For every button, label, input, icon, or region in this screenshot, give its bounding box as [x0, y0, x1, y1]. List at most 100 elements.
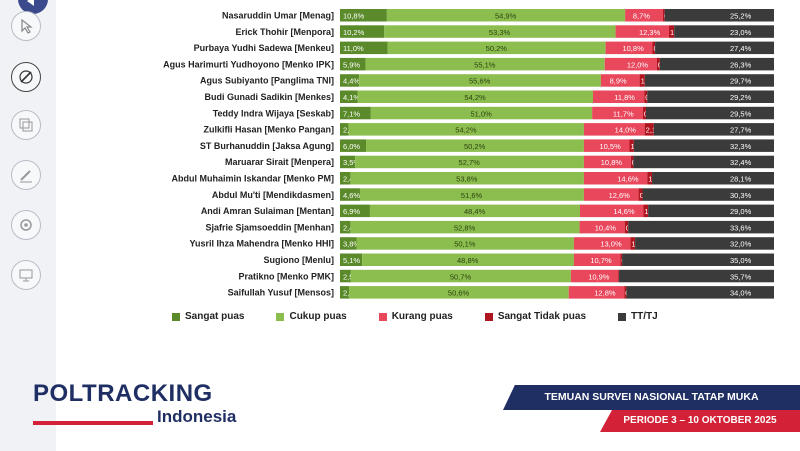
category-label: Agus Subiyanto [Panglima TNI] [200, 76, 334, 86]
data-label: 5,9% [343, 60, 360, 69]
data-label: 50,1% [454, 240, 476, 249]
category-label: Pratikno [Menko PMK] [238, 271, 334, 281]
category-label: Abdul Muhaimin Iskandar [Menko PM] [171, 174, 334, 184]
legend-item: Sangat puas [172, 311, 244, 322]
data-label: 28,1% [730, 175, 752, 184]
bar-segment [359, 188, 584, 201]
bar-segment [647, 172, 653, 185]
data-label: 54,2% [455, 126, 477, 135]
bar-segment [340, 220, 351, 234]
data-label: 6,0% [343, 142, 360, 151]
bar-segment [583, 188, 639, 201]
data-label: 14,6% [613, 207, 635, 216]
bar-segment [350, 220, 580, 234]
bar-segment [674, 25, 774, 38]
category-label: Erick Thohir [Menpora] [235, 27, 334, 37]
bar-segment [340, 90, 358, 103]
back-arrow-icon [27, 0, 34, 6]
bar-segment [348, 123, 584, 136]
bar-segment [340, 188, 360, 201]
category-label: Nasaruddin Umar [Menag] [222, 11, 334, 21]
monitor-icon[interactable] [11, 260, 41, 290]
bar-segment [605, 41, 653, 55]
data-label: 10,8% [601, 158, 623, 167]
data-label: 48,4% [464, 207, 486, 216]
data-label: 26,3% [730, 60, 752, 69]
data-label: 12,6% [609, 191, 631, 200]
survey-title-banner: TEMUAN SURVEI NASIONAL TATAP MUKA [503, 385, 800, 410]
legend-swatch [172, 312, 180, 321]
legend-label: Sangat puas [185, 311, 245, 322]
data-label: 10,7% [590, 256, 612, 265]
category-label: Purbaya Yudhi Sadewa [Menkeu] [194, 43, 334, 53]
bar-segment [639, 74, 645, 87]
data-label: 54,9% [495, 12, 517, 21]
bar-segment [356, 237, 574, 250]
data-label: 50,6% [448, 289, 470, 298]
data-label: 12,0% [627, 60, 649, 69]
data-label: 8,9% [610, 77, 627, 86]
category-label: ST Burhanuddin [Jaksa Agung] [200, 141, 334, 151]
bar-segment [622, 253, 774, 266]
data-label: 55,1% [474, 60, 496, 69]
data-label: 50,2% [464, 142, 486, 151]
data-label: 25,2% [730, 12, 752, 21]
settings-icon[interactable] [11, 210, 41, 240]
bar-segment [366, 139, 584, 152]
bar-segment [340, 286, 350, 299]
data-label: 48,8% [457, 256, 479, 265]
data-label: 32,4% [730, 158, 752, 167]
data-label: 35,7% [730, 272, 752, 281]
legend-item: Cukup puas [276, 311, 347, 322]
bar-segment [620, 253, 623, 266]
bar-segment [644, 123, 654, 136]
data-label: 51,0% [470, 109, 492, 118]
category-label: Andi Amran Sulaiman [Mentan] [201, 206, 334, 216]
data-label: 54,2% [464, 93, 486, 102]
bar-segment [656, 57, 660, 71]
stacked-bar-chart: Nasaruddin Umar [Menag]10,8%54,9%8,7%0,4… [163, 9, 774, 299]
bar-segment [350, 172, 584, 185]
bar-segment [583, 155, 631, 169]
legend-label: Sangat Tidak puas [497, 311, 587, 322]
legend-label: Kurang puas [391, 311, 453, 322]
bar-segment [652, 41, 656, 55]
bar-segment [626, 286, 774, 299]
bar-segment [642, 188, 774, 201]
data-label: 11,8% [614, 93, 635, 102]
bar-segment [653, 123, 774, 136]
poltracking-logo: POLTRACKING Indonesia [33, 381, 236, 427]
data-label: 8,7% [633, 12, 650, 21]
bar-segment [357, 90, 594, 103]
bar-segment [350, 269, 571, 283]
data-label: 5,1% [343, 256, 360, 265]
bar-segment [340, 155, 356, 169]
bar-segment [630, 155, 634, 169]
bar-segment [349, 286, 569, 299]
bar-segment [340, 253, 363, 266]
legend-item: Kurang puas [378, 311, 453, 322]
data-label: 50,2% [486, 44, 508, 53]
data-label: 50,7% [450, 272, 472, 281]
survey-period-banner: PERIODE 3 – 10 OKTOBER 2025 [600, 410, 800, 432]
bar-segment [593, 90, 645, 103]
bar-segment [355, 155, 584, 169]
data-label: 32,0% [730, 240, 752, 249]
bar-segment [387, 41, 606, 55]
logo-main-text: POLTRACKING [33, 380, 213, 407]
data-label: 27,4% [730, 44, 752, 53]
data-label: 53,3% [489, 28, 511, 37]
pointer-icon[interactable] [11, 11, 41, 41]
back-button[interactable] [18, 0, 48, 14]
bar-segment [340, 172, 351, 185]
pen-disabled-icon[interactable] [11, 62, 41, 92]
data-label: 10,9% [588, 272, 610, 281]
bar-segment [573, 237, 631, 250]
bar-segment [386, 9, 626, 22]
slides-icon[interactable] [11, 110, 41, 140]
bar-segment [644, 90, 648, 103]
bar-segment [362, 253, 574, 266]
data-label: 10,2% [343, 28, 365, 37]
bar-segment [359, 74, 601, 87]
pencil-icon[interactable] [11, 160, 41, 190]
